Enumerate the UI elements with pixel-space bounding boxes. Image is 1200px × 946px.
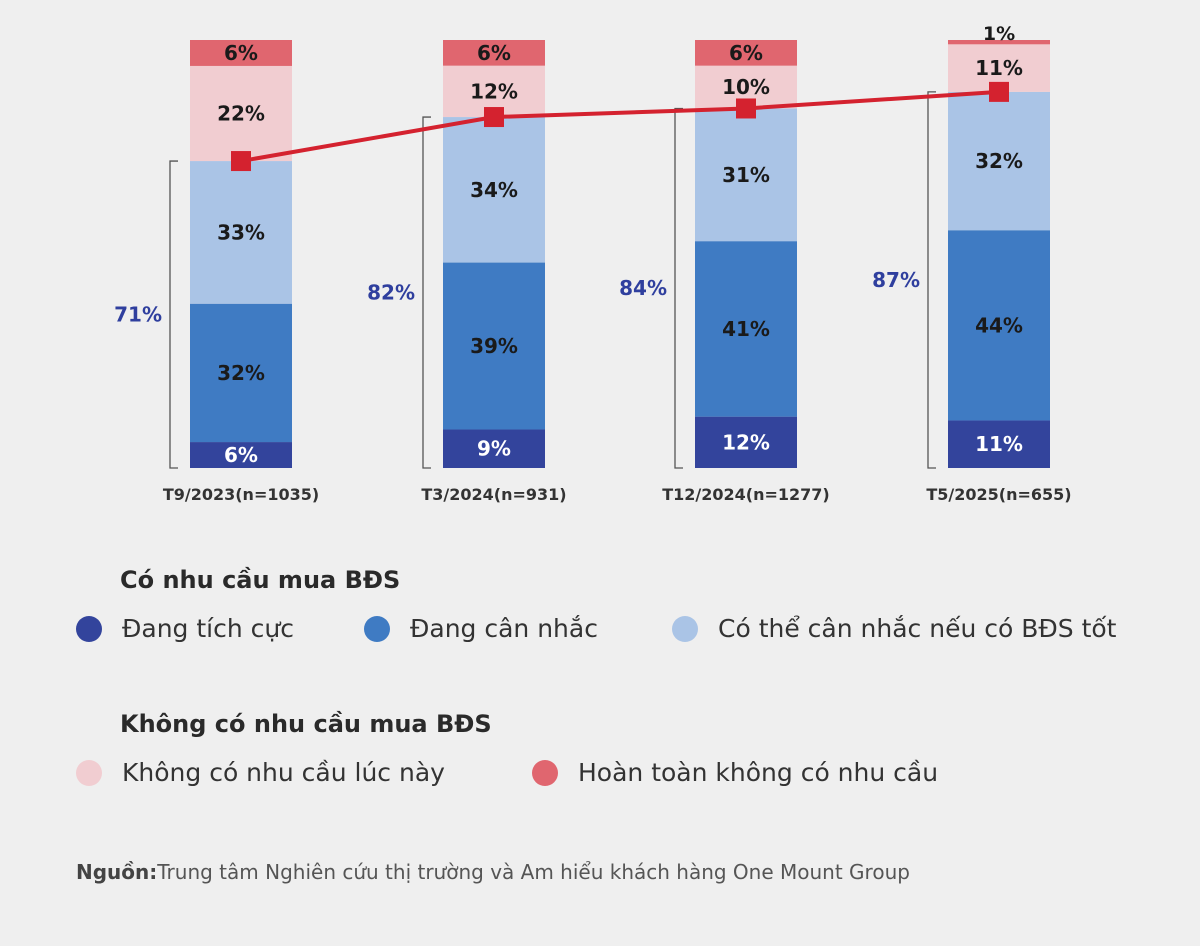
bar-segment [190, 303, 292, 443]
data-label: 33% [217, 220, 265, 244]
cumulative-label: 87% [872, 268, 920, 292]
bar-segment [695, 40, 797, 66]
bar-segment [190, 65, 292, 162]
bar-segment [190, 442, 292, 468]
data-label: 22% [217, 101, 265, 125]
data-label: 41% [722, 317, 770, 341]
bracket [927, 91, 936, 469]
line-marker [484, 107, 504, 128]
bar-segment [190, 40, 292, 66]
bar-segment [443, 429, 545, 468]
legend-item-maybe: Có thể cân nhắc nếu có BĐS tốt [672, 614, 1116, 643]
x-tick-label: T12/2024(n=1277) [662, 485, 830, 504]
x-tick-label: T3/2024(n=931) [421, 485, 566, 504]
legend-item-considering: Đang cân nhắc [364, 614, 598, 643]
legend-item-no-demand: Hoàn toàn không có nhu cầu [532, 758, 938, 787]
legend-dot-icon [532, 759, 558, 786]
cumulative-label: 82% [367, 281, 415, 305]
source-label: Nguồn: [76, 860, 158, 884]
legend-dot-icon [76, 615, 102, 642]
bar-segment [948, 40, 1050, 45]
data-label: 39% [470, 334, 518, 358]
data-label: 11% [975, 56, 1023, 80]
legend-label: Hoàn toàn không có nhu cầu [578, 758, 939, 787]
data-label: 6% [477, 41, 511, 65]
legend-item-active: Đang tích cực [76, 614, 294, 643]
data-label: 9% [477, 437, 511, 461]
data-label: 6% [224, 41, 258, 65]
data-label: 34% [470, 178, 518, 202]
bracket [674, 107, 683, 469]
legend-label: Đang cân nhắc [410, 614, 598, 643]
source-note: Nguồn:Trung tâm Nghiên cứu thị trường và… [76, 860, 910, 884]
bar-segment [190, 161, 292, 304]
stacked-bar-chart: 6% 32% 33% 22% 6% T9/2023(n=1035) 71% 9% 39% 34% 1… [114, 23, 1072, 504]
bar-segment [948, 420, 1050, 468]
bar-segment [443, 117, 545, 263]
legend-group-title-no-demand: Không có nhu cầu mua BĐS [120, 710, 492, 738]
source-text: Trung tâm Nghiên cứu thị trường và Am hi… [157, 860, 910, 884]
data-label: 12% [470, 79, 518, 103]
legend-label: Đang tích cực [122, 614, 294, 643]
bracket [422, 116, 431, 469]
data-label: 6% [729, 41, 763, 65]
x-tick-label: T5/2025(n=655) [926, 485, 1071, 504]
line-marker [989, 81, 1009, 102]
bar-segment [695, 108, 797, 242]
data-label: 32% [217, 361, 265, 385]
cumulative-label: 71% [114, 303, 162, 327]
bracket [169, 160, 178, 469]
bar-segment [948, 91, 1050, 231]
line-marker [736, 98, 756, 119]
legend-group-title-demand: Có nhu cầu mua BĐS [120, 566, 401, 594]
trend-line [240, 89, 1000, 164]
data-label: 10% [722, 75, 770, 99]
bar-segment [695, 241, 797, 417]
legend-dot-icon [672, 615, 698, 642]
legend-dot-icon [76, 759, 102, 786]
bar-segment [443, 262, 545, 430]
legend-dot-icon [364, 615, 390, 642]
data-label: 31% [722, 163, 770, 187]
legend-label: Không có nhu cầu lúc này [122, 758, 445, 787]
line-marker [231, 151, 251, 172]
data-label: 6% [224, 443, 258, 467]
data-label: 1% [983, 23, 1015, 45]
bar-segment [695, 416, 797, 468]
bar-segment [948, 230, 1050, 421]
data-label: 12% [722, 430, 770, 454]
x-tick-label: T9/2023(n=1035) [163, 485, 319, 504]
legend-item-not-now: Không có nhu cầu lúc này [76, 758, 445, 787]
data-label: 11% [975, 432, 1023, 456]
data-label: 44% [975, 313, 1023, 337]
cumulative-label: 84% [619, 276, 667, 300]
legend-label: Có thể cân nhắc nếu có BĐS tốt [718, 614, 1117, 643]
data-label: 32% [975, 149, 1023, 173]
bar-segment [443, 40, 545, 66]
